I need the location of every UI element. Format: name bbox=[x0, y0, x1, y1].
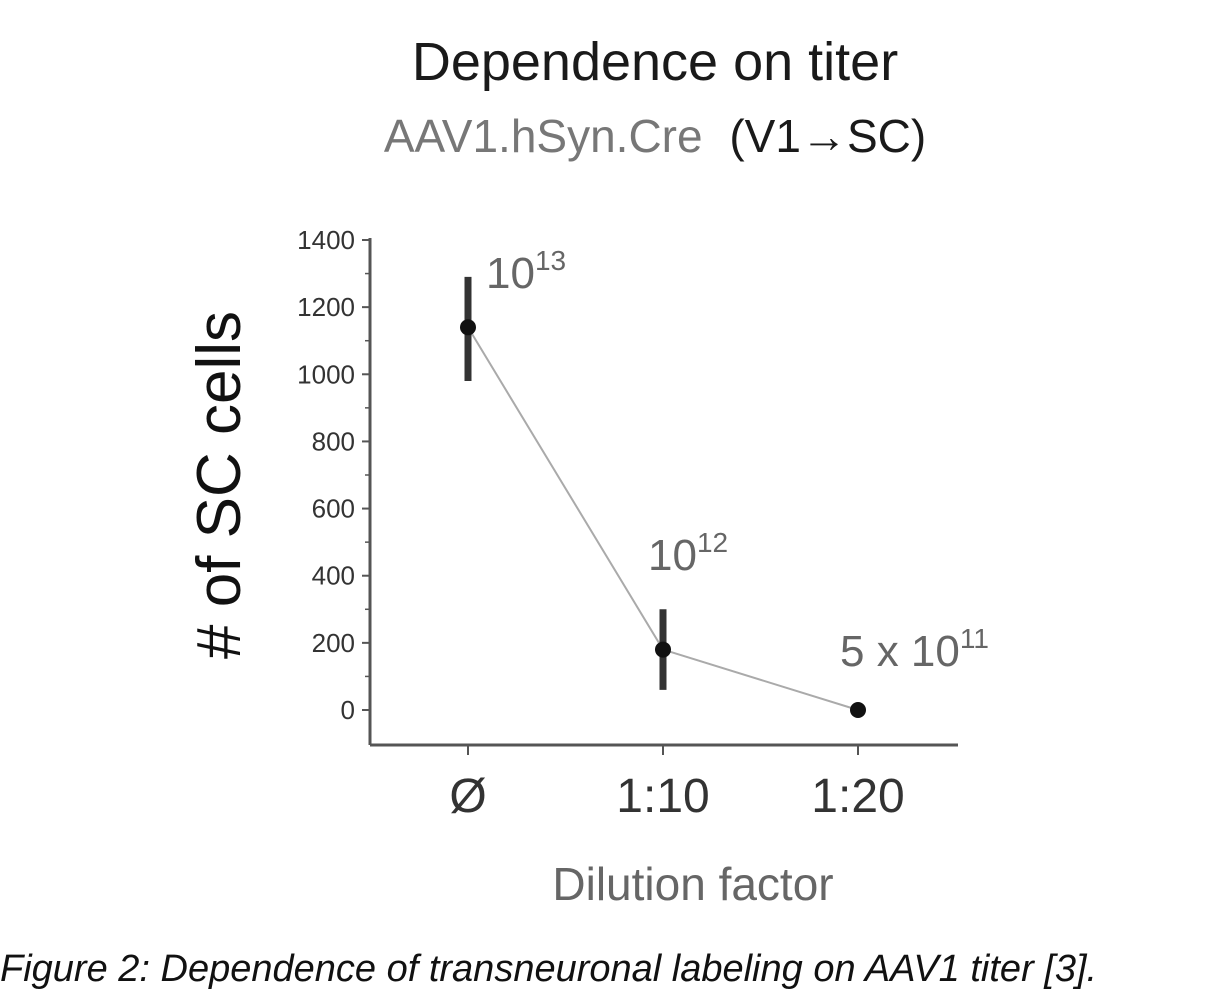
y-tick-label: 1200 bbox=[297, 292, 355, 322]
y-tick-label: 600 bbox=[312, 494, 355, 524]
x-tick-label: 1:10 bbox=[616, 770, 709, 823]
x-ticks: Ø 1:10 1:20 bbox=[449, 745, 905, 823]
annotation-base: 5 x 10 bbox=[840, 627, 960, 676]
plot-area bbox=[460, 276, 866, 718]
y-tick-label: 1400 bbox=[297, 225, 355, 255]
subtitle-construct: AAV1.hSyn.Cre bbox=[384, 110, 703, 162]
y-tick-label: 1000 bbox=[297, 359, 355, 389]
annotation-exponent: 12 bbox=[697, 527, 728, 558]
chart-subtitle: AAV1.hSyn.Cre (V1→SC) bbox=[384, 110, 926, 162]
point-annotation: 1013 bbox=[486, 245, 566, 298]
x-tick-label: 1:20 bbox=[811, 770, 904, 823]
figure-caption: Figure 2: Dependence of transneuronal la… bbox=[0, 948, 1098, 990]
y-ticks: 0 200 400 600 800 1000 1200 1400 bbox=[297, 225, 370, 725]
annotation-exponent: 11 bbox=[960, 623, 989, 654]
y-tick-label: 0 bbox=[341, 695, 355, 725]
annotation-exponent: 13 bbox=[535, 245, 566, 276]
data-point bbox=[655, 641, 671, 658]
data-point bbox=[850, 702, 866, 718]
y-tick-label: 200 bbox=[312, 628, 355, 658]
annotation-base: 10 bbox=[648, 531, 697, 580]
subtitle-projection: (V1→SC) bbox=[729, 110, 926, 162]
y-tick-label: 400 bbox=[312, 561, 355, 591]
annotation-base: 10 bbox=[486, 249, 535, 298]
y-tick-label: 800 bbox=[312, 426, 355, 456]
x-axis-label: Dilution factor bbox=[552, 858, 833, 910]
chart-title: Dependence on titer bbox=[412, 32, 898, 92]
point-annotation: 1012 bbox=[648, 527, 728, 580]
point-annotation: 5 x 1011 bbox=[840, 623, 989, 676]
y-axis-label: # of SC cells bbox=[185, 311, 254, 659]
x-tick-label: Ø bbox=[449, 770, 486, 823]
data-point bbox=[460, 319, 476, 336]
